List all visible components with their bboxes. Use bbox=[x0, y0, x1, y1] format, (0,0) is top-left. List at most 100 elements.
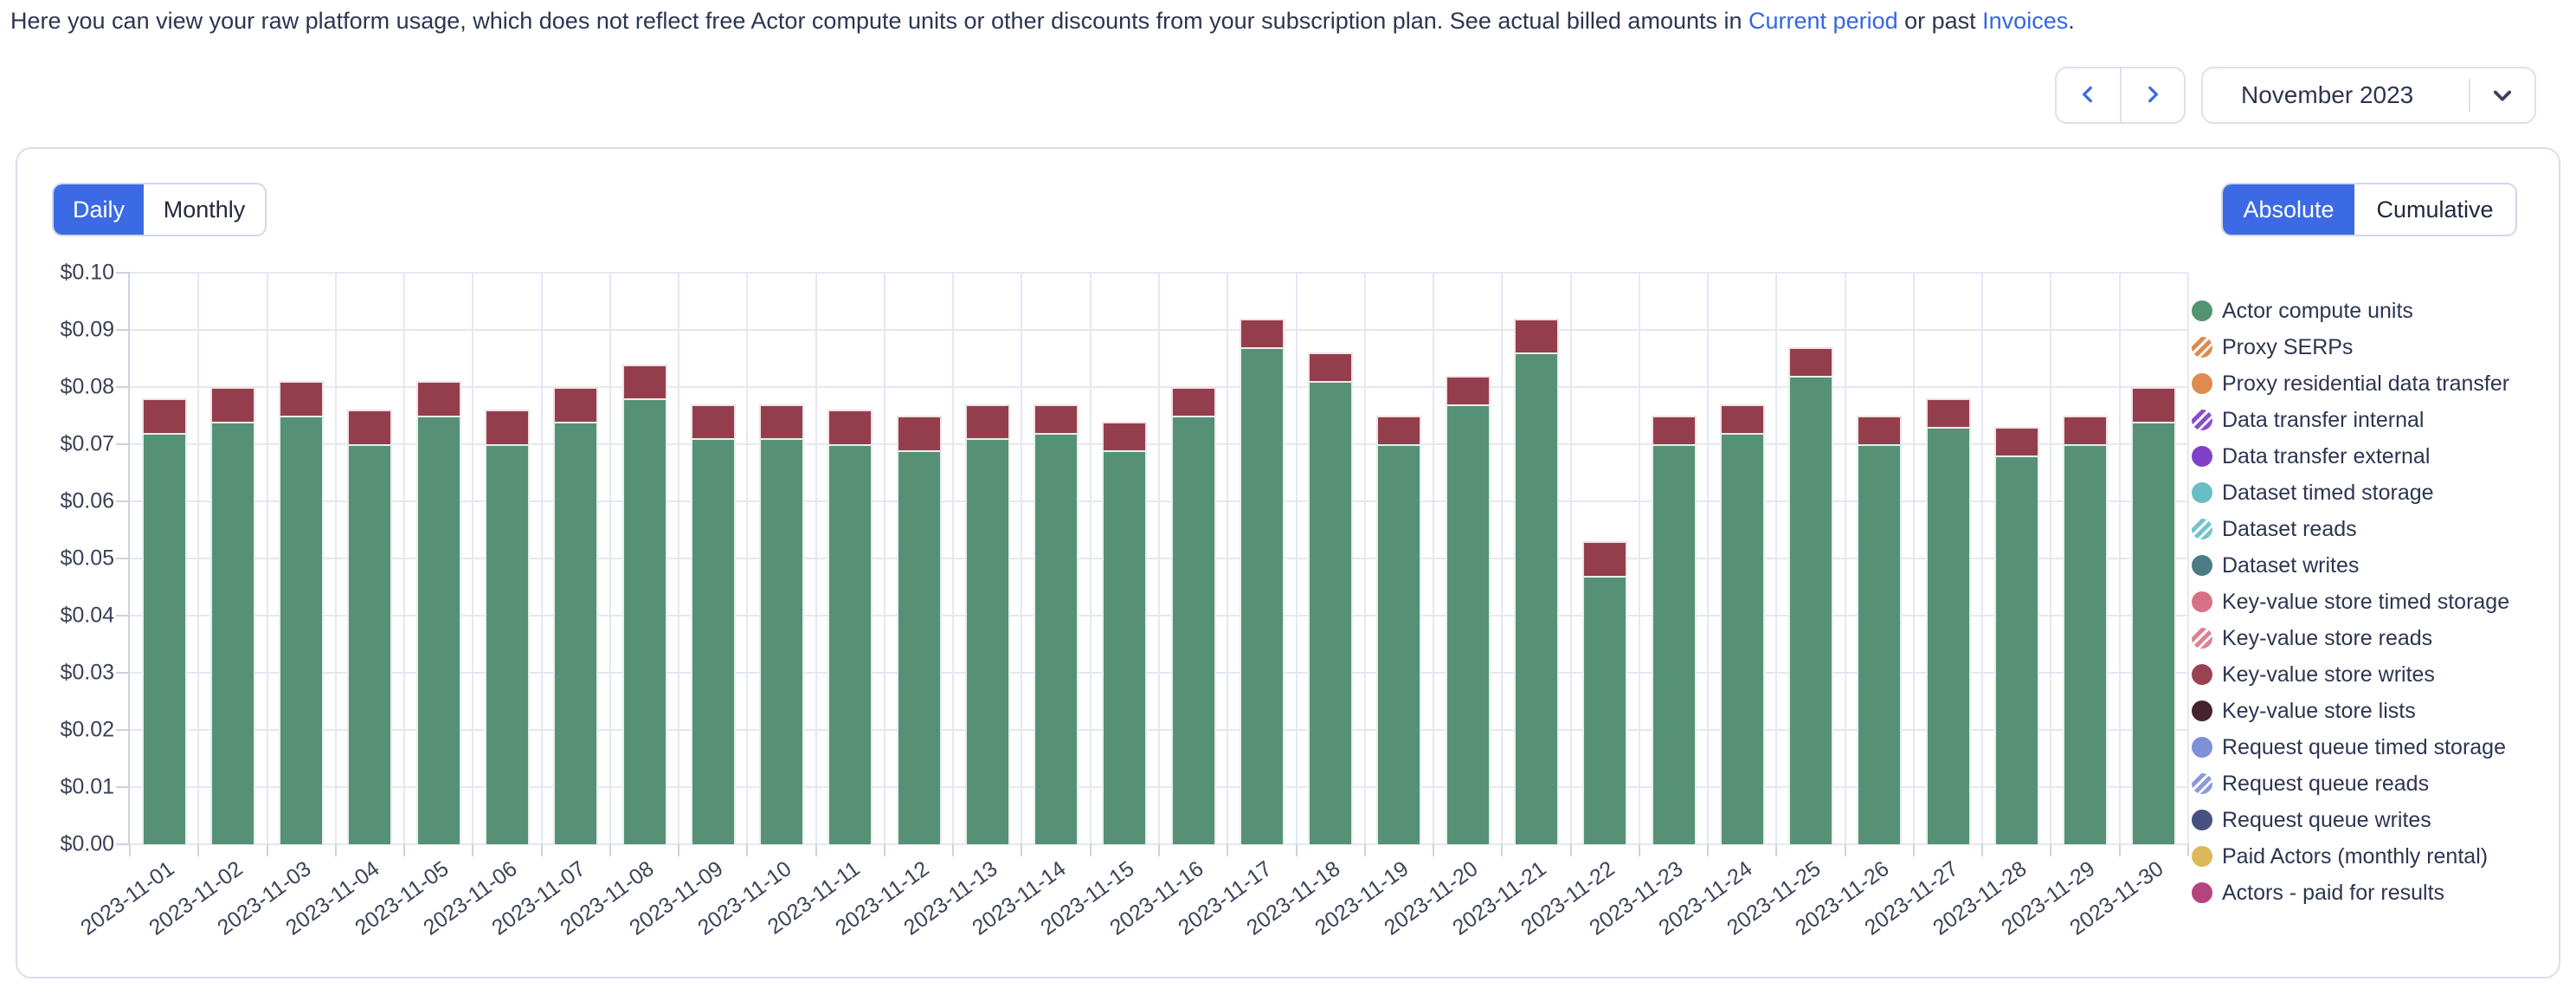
bar-segment-2023-11-03[interactable] bbox=[279, 381, 325, 416]
legend-item-actor-compute-units[interactable]: Actor compute units bbox=[2192, 293, 2555, 329]
previous-period-button[interactable] bbox=[2057, 68, 2120, 122]
v-gridline bbox=[1363, 273, 1366, 844]
bar-segment-2023-11-15[interactable] bbox=[1102, 421, 1148, 450]
bar-segment-2023-11-21[interactable] bbox=[1513, 318, 1559, 353]
v-gridline bbox=[472, 273, 474, 844]
bar-segment-2023-11-10[interactable] bbox=[759, 438, 805, 844]
bar-segment-2023-11-04[interactable] bbox=[347, 444, 393, 844]
bar-segment-2023-11-05[interactable] bbox=[415, 416, 461, 844]
bar-segment-2023-11-22[interactable] bbox=[1582, 575, 1628, 844]
legend-item-key-value-store-lists[interactable]: Key-value store lists bbox=[2192, 693, 2555, 729]
bar-segment-2023-11-16[interactable] bbox=[1170, 416, 1216, 844]
bar-segment-2023-11-02[interactable] bbox=[209, 421, 255, 844]
legend-item-proxy-serps[interactable]: Proxy SERPs bbox=[2192, 329, 2555, 365]
bar-segment-2023-11-17[interactable] bbox=[1239, 318, 1285, 347]
bar-segment-2023-11-11[interactable] bbox=[828, 410, 873, 444]
bar-segment-2023-11-29[interactable] bbox=[2063, 416, 2109, 444]
legend-item-key-value-store-timed-storage[interactable]: Key-value store timed storage bbox=[2192, 584, 2555, 620]
bar-segment-2023-11-30[interactable] bbox=[2131, 387, 2177, 422]
period-select[interactable]: November 2023 bbox=[2201, 67, 2536, 124]
legend-color-dot bbox=[2192, 482, 2212, 503]
legend-item-request-queue-writes[interactable]: Request queue writes bbox=[2192, 802, 2555, 838]
bar-segment-2023-11-11[interactable] bbox=[828, 444, 873, 844]
bar-segment-2023-11-04[interactable] bbox=[347, 410, 393, 444]
legend-item-paid-actors-monthly-rental-[interactable]: Paid Actors (monthly rental) bbox=[2192, 838, 2555, 875]
bar-segment-2023-11-10[interactable] bbox=[759, 404, 805, 439]
legend-item-request-queue-reads[interactable]: Request queue reads bbox=[2192, 765, 2555, 802]
bar-segment-2023-11-19[interactable] bbox=[1376, 416, 1422, 444]
bar-segment-2023-11-30[interactable] bbox=[2131, 421, 2177, 844]
v-gridline bbox=[2050, 273, 2052, 844]
bar-segment-2023-11-22[interactable] bbox=[1582, 541, 1628, 576]
legend-item-key-value-store-reads[interactable]: Key-value store reads bbox=[2192, 620, 2555, 656]
monthly-tab[interactable]: Monthly bbox=[144, 184, 265, 235]
next-period-button[interactable] bbox=[2119, 68, 2185, 122]
absolute-tab[interactable]: Absolute bbox=[2223, 184, 2354, 235]
bar-segment-2023-11-25[interactable] bbox=[1788, 346, 1834, 376]
legend-item-dataset-timed-storage[interactable]: Dataset timed storage bbox=[2192, 475, 2555, 511]
legend-item-data-transfer-internal[interactable]: Data transfer internal bbox=[2192, 402, 2555, 438]
bar-segment-2023-11-14[interactable] bbox=[1034, 432, 1079, 844]
legend-item-label: Request queue timed storage bbox=[2222, 734, 2506, 759]
bar-segment-2023-11-17[interactable] bbox=[1239, 346, 1285, 844]
bar-segment-2023-11-06[interactable] bbox=[484, 410, 530, 444]
bar-segment-2023-11-13[interactable] bbox=[964, 404, 1010, 439]
bar-segment-2023-11-15[interactable] bbox=[1102, 449, 1148, 844]
bar-segment-2023-11-24[interactable] bbox=[1719, 404, 1765, 433]
legend: Actor compute units Proxy SERPs Proxy resi… bbox=[2192, 293, 2555, 911]
current-period-link[interactable]: Current period bbox=[1748, 8, 1898, 34]
daily-tab[interactable]: Daily bbox=[54, 184, 144, 235]
bar-segment-2023-11-08[interactable] bbox=[621, 364, 667, 399]
legend-item-request-queue-timed-storage[interactable]: Request queue timed storage bbox=[2192, 729, 2555, 765]
bar-segment-2023-11-27[interactable] bbox=[1925, 427, 1971, 844]
bar-segment-2023-11-09[interactable] bbox=[690, 404, 736, 439]
bar-segment-2023-11-19[interactable] bbox=[1376, 444, 1422, 844]
bar-segment-2023-11-07[interactable] bbox=[553, 421, 599, 844]
bar-segment-2023-11-29[interactable] bbox=[2063, 444, 2109, 844]
bar-segment-2023-11-06[interactable] bbox=[484, 444, 530, 844]
invoices-link[interactable]: Invoices bbox=[1982, 8, 2069, 34]
bar-segment-2023-11-23[interactable] bbox=[1651, 444, 1697, 844]
bar-segment-2023-11-02[interactable] bbox=[209, 387, 255, 422]
bar-segment-2023-11-21[interactable] bbox=[1513, 352, 1559, 844]
bar-segment-2023-11-20[interactable] bbox=[1445, 404, 1491, 844]
bar-segment-2023-11-16[interactable] bbox=[1170, 387, 1216, 416]
legend-item-key-value-store-writes[interactable]: Key-value store writes bbox=[2192, 656, 2555, 693]
bar-segment-2023-11-01[interactable] bbox=[141, 398, 187, 433]
bar-segment-2023-11-05[interactable] bbox=[415, 381, 461, 416]
y-axis-label: $0.01 bbox=[60, 774, 114, 799]
legend-item-dataset-writes[interactable]: Dataset writes bbox=[2192, 547, 2555, 584]
bar-segment-2023-11-18[interactable] bbox=[1308, 352, 1354, 382]
legend-item-dataset-reads[interactable]: Dataset reads bbox=[2192, 511, 2555, 547]
bar-segment-2023-11-01[interactable] bbox=[141, 432, 187, 844]
bar-segment-2023-11-24[interactable] bbox=[1719, 432, 1765, 844]
bar-segment-2023-11-23[interactable] bbox=[1651, 416, 1697, 444]
bar-segment-2023-11-14[interactable] bbox=[1034, 404, 1079, 433]
cumulative-tab[interactable]: Cumulative bbox=[2354, 184, 2515, 235]
bar-segment-2023-11-09[interactable] bbox=[690, 438, 736, 844]
bar-segment-2023-11-28[interactable] bbox=[1993, 455, 2039, 844]
bar-segment-2023-11-07[interactable] bbox=[553, 387, 599, 422]
legend-item-data-transfer-external[interactable]: Data transfer external bbox=[2192, 438, 2555, 475]
bar-segment-2023-11-12[interactable] bbox=[896, 449, 942, 844]
bar-segment-2023-11-13[interactable] bbox=[964, 438, 1010, 844]
bar-segment-2023-11-18[interactable] bbox=[1308, 381, 1354, 844]
bar-segment-2023-11-27[interactable] bbox=[1925, 398, 1971, 428]
x-axis-tick bbox=[2187, 844, 2189, 856]
bar-segment-2023-11-12[interactable] bbox=[896, 416, 942, 450]
bar-segment-2023-11-26[interactable] bbox=[1857, 444, 1903, 844]
bar-segment-2023-11-28[interactable] bbox=[1993, 427, 2039, 456]
x-axis-tick bbox=[1501, 844, 1504, 856]
y-axis-tick bbox=[116, 386, 130, 388]
v-gridline bbox=[815, 273, 817, 844]
v-gridline bbox=[1569, 273, 1572, 844]
v-gridline bbox=[540, 273, 543, 844]
bar-segment-2023-11-08[interactable] bbox=[621, 398, 667, 844]
bar-segment-2023-11-20[interactable] bbox=[1445, 375, 1491, 404]
bar-segment-2023-11-26[interactable] bbox=[1857, 416, 1903, 444]
legend-item-actors-paid-for-results[interactable]: Actors - paid for results bbox=[2192, 875, 2555, 911]
legend-color-dot bbox=[2192, 882, 2212, 903]
bar-segment-2023-11-03[interactable] bbox=[279, 416, 325, 844]
legend-item-proxy-residential-data-transfer[interactable]: Proxy residential data transfer bbox=[2192, 365, 2555, 402]
bar-segment-2023-11-25[interactable] bbox=[1788, 375, 1834, 844]
